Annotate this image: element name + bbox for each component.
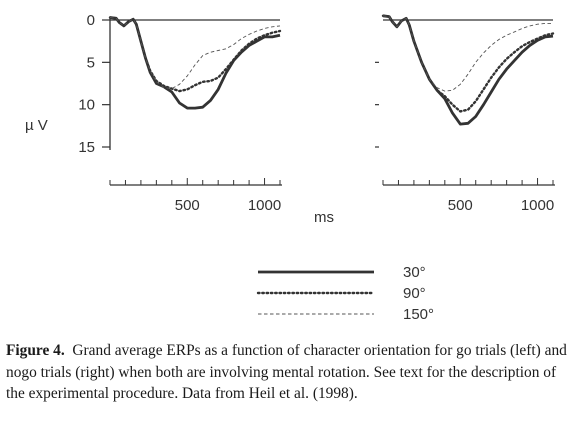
nogo-trials-panel: 500 1000 <box>375 14 555 214</box>
y-tick-label: 0 <box>87 12 95 29</box>
series-line-dotted <box>108 16 282 93</box>
legend-label: 150° <box>403 306 434 323</box>
x-tick-label: 1000 <box>521 197 554 214</box>
figure-label: Figure 4. <box>6 342 65 359</box>
series-line-dotted <box>381 14 555 113</box>
series-line-solid <box>382 14 554 126</box>
caption-text: Grand average ERPs as a function of char… <box>6 342 567 402</box>
x-tick-label: 1000 <box>248 197 281 214</box>
x-axis-label: ms <box>314 209 334 226</box>
x-tick-label: 500 <box>175 197 200 214</box>
y-tick-label: 5 <box>87 54 95 71</box>
series-line-solid <box>109 16 281 110</box>
series-line-dashed <box>109 17 281 90</box>
y-tick-label: 10 <box>78 97 95 114</box>
y-axis-label: µ V <box>25 117 48 134</box>
legend-label: 30° <box>403 264 426 281</box>
series-line-dashed <box>382 15 553 92</box>
y-tick-label: 15 <box>78 139 95 156</box>
legend-label: 90° <box>403 285 426 302</box>
erp-figure: 0 5 10 15 500 1000 500 1000 µ V ms 30° 90° 150° <box>25 12 555 323</box>
x-tick-label: 500 <box>448 197 473 214</box>
figure-caption: Figure 4. Grand average ERPs as a functi… <box>6 340 578 405</box>
legend: 30° 90° 150° <box>256 264 434 323</box>
go-trials-panel: 0 5 10 15 500 1000 <box>78 12 282 214</box>
